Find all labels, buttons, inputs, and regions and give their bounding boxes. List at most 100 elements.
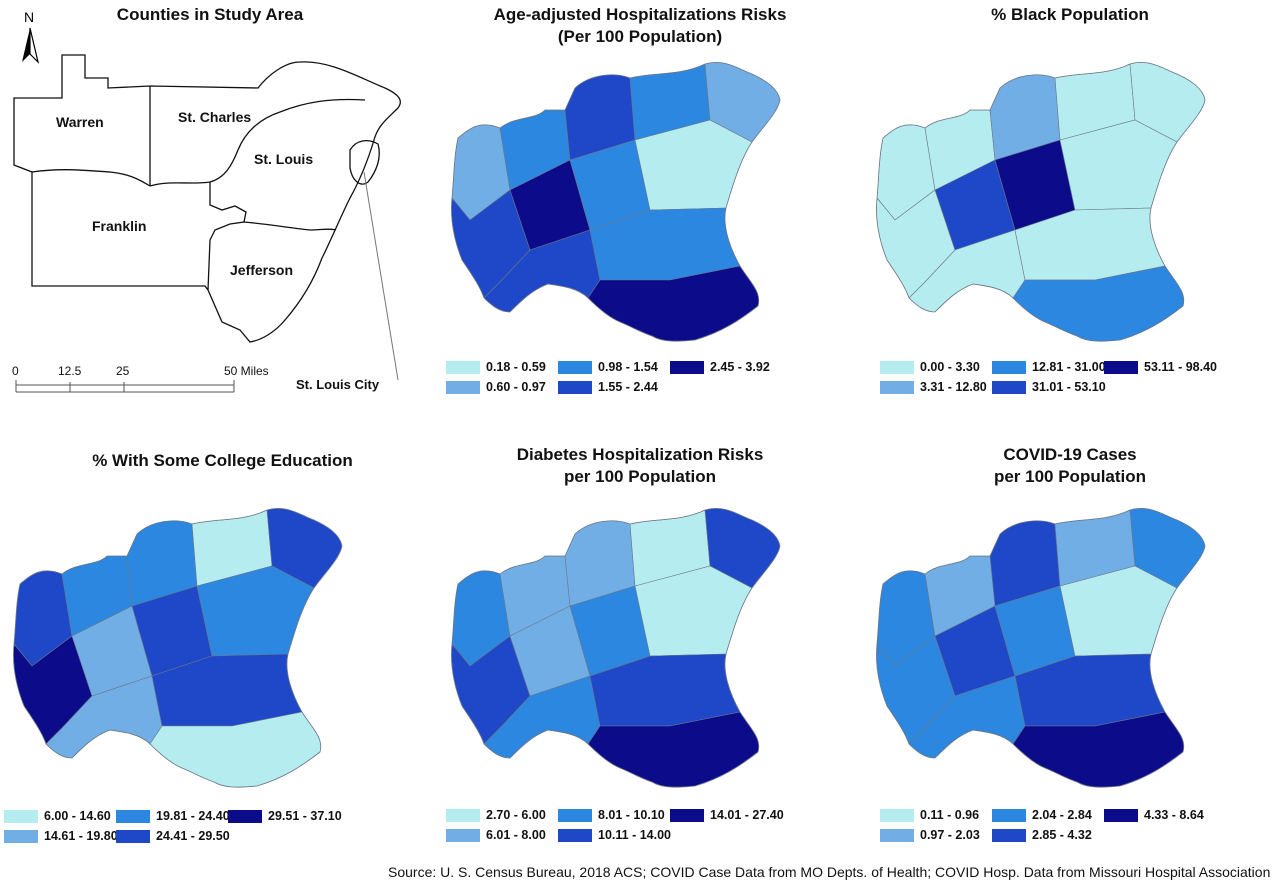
legend-item: 4.33 - 8.64 <box>1104 808 1204 822</box>
legend-swatch <box>446 380 480 394</box>
legend-label: 2.45 - 3.92 <box>710 360 770 374</box>
legend-swatch <box>992 808 1026 822</box>
legend-label: 0.98 - 1.54 <box>598 360 658 374</box>
legend-swatch <box>558 380 592 394</box>
legend-swatch <box>446 828 480 842</box>
legend-label: 24.41 - 29.50 <box>156 829 230 843</box>
legend-item: 0.11 - 0.96 <box>880 808 979 822</box>
legend-swatch <box>880 808 914 822</box>
legend-item: 8.01 - 10.10 <box>558 808 665 822</box>
panel-title: COVID-19 Cases per 100 Population <box>993 445 1147 486</box>
scale-label-25: 25 <box>116 364 130 378</box>
legend-label: 14.01 - 27.40 <box>710 808 784 822</box>
legend-swatch <box>992 828 1026 842</box>
legend-label: 6.01 - 8.00 <box>486 828 546 842</box>
study-area-outline <box>13 54 401 343</box>
legend-swatch <box>992 360 1026 374</box>
choropleth-map <box>451 508 781 788</box>
scale-label-50-miles: 50 Miles <box>224 364 269 378</box>
legend-swatch <box>558 360 592 374</box>
legend-label: 29.51 - 37.10 <box>268 809 342 823</box>
legend-swatch <box>880 360 914 374</box>
legend-swatch <box>116 809 150 823</box>
map-outline <box>13 508 343 788</box>
map-outline <box>451 508 781 788</box>
legend-label: 19.81 - 24.40 <box>156 809 230 823</box>
county-label-jefferson: Jefferson <box>230 262 294 278</box>
legend-item: 0.18 - 0.59 <box>446 360 546 374</box>
legend-item: 2.45 - 3.92 <box>670 360 770 374</box>
legend-item: 1.55 - 2.44 <box>558 380 658 394</box>
legend-label: 2.04 - 2.84 <box>1032 808 1092 822</box>
legend-label: 0.18 - 0.59 <box>486 360 546 374</box>
legend-label: 6.00 - 14.60 <box>44 809 111 823</box>
scale-label-12-5: 12.5 <box>58 364 82 378</box>
map-outline <box>876 62 1206 342</box>
stcharles-south-boundary <box>149 98 366 187</box>
legend-swatch <box>670 808 704 822</box>
legend-label: 0.97 - 2.03 <box>920 828 980 842</box>
legend-item: 2.70 - 6.00 <box>446 808 546 822</box>
legend-item: 6.01 - 8.00 <box>446 828 546 842</box>
legend-item: 10.11 - 14.00 <box>558 828 671 842</box>
legend-item: 14.01 - 27.40 <box>670 808 784 822</box>
county-label-franklin: Franklin <box>92 218 147 234</box>
legend-item: 12.81 - 31.00 <box>992 360 1106 374</box>
legend-item: 31.01 - 53.10 <box>992 380 1106 394</box>
choropleth-map <box>876 62 1206 342</box>
legend-swatch <box>228 809 262 823</box>
legend-label: 0.00 - 3.30 <box>920 360 980 374</box>
scale-bar <box>15 380 235 393</box>
legend-swatch <box>1104 808 1138 822</box>
warren-boundary <box>31 169 151 187</box>
legend-item: 0.98 - 1.54 <box>558 360 658 374</box>
panel-title: Age-adjusted Hospitalizations Risks (Per… <box>493 5 787 46</box>
legend-item: 2.85 - 4.32 <box>992 828 1092 842</box>
legend-swatch <box>4 829 38 843</box>
svg-text:N: N <box>24 9 34 25</box>
legend-item: 2.04 - 2.84 <box>992 808 1092 822</box>
legend-swatch <box>670 360 704 374</box>
county-label-st-louis: St. Louis <box>254 151 314 167</box>
legend-swatch <box>116 829 150 843</box>
legend-label: 14.61 - 19.80 <box>44 829 118 843</box>
legend-label: 12.81 - 31.00 <box>1032 360 1106 374</box>
legend-label: 4.33 - 8.64 <box>1144 808 1204 822</box>
jefferson-north-boundary <box>243 221 337 231</box>
legend-swatch <box>558 828 592 842</box>
legend-item: 0.97 - 2.03 <box>880 828 980 842</box>
overview-title: Counties in Study Area <box>116 5 304 24</box>
legend-item: 19.81 - 24.40 <box>116 809 230 823</box>
legend-swatch <box>880 380 914 394</box>
legend-label: 1.55 - 2.44 <box>598 380 658 394</box>
legend-item: 0.00 - 3.30 <box>880 360 980 374</box>
legend-swatch <box>446 808 480 822</box>
choropleth-map <box>13 508 343 788</box>
panel-title: % Black Population <box>991 5 1149 24</box>
map-outline <box>451 62 781 342</box>
legend-label: 0.60 - 0.97 <box>486 380 546 394</box>
choropleth-map <box>451 62 781 342</box>
legend-label: 10.11 - 14.00 <box>598 828 671 842</box>
overview-map: N <box>13 9 401 393</box>
legend-label: 31.01 - 53.10 <box>1032 380 1106 394</box>
legend-item: 24.41 - 29.50 <box>116 829 230 843</box>
callout-st-louis-city: St. Louis City <box>296 377 380 392</box>
legend-label: 2.85 - 4.32 <box>1032 828 1092 842</box>
choropleth-map <box>876 508 1206 788</box>
panel-title: % With Some College Education <box>92 451 353 470</box>
legend-item: 3.31 - 12.80 <box>880 380 987 394</box>
county-label-warren: Warren <box>56 114 104 130</box>
legend-swatch <box>992 380 1026 394</box>
legend-swatch <box>1104 360 1138 374</box>
legend-swatch <box>558 808 592 822</box>
legend-item: 14.61 - 19.80 <box>4 829 118 843</box>
legend-label: 2.70 - 6.00 <box>486 808 546 822</box>
legend-item: 53.11 - 98.40 <box>1104 360 1217 374</box>
legend-label: 53.11 - 98.40 <box>1144 360 1217 374</box>
legend-item: 6.00 - 14.60 <box>4 809 111 823</box>
legend-item: 29.51 - 37.10 <box>228 809 342 823</box>
scale-label-0: 0 <box>12 364 19 378</box>
county-label-st-charles: St. Charles <box>178 109 252 125</box>
panel-title: Diabetes Hospitalization Risks per 100 P… <box>516 445 764 486</box>
